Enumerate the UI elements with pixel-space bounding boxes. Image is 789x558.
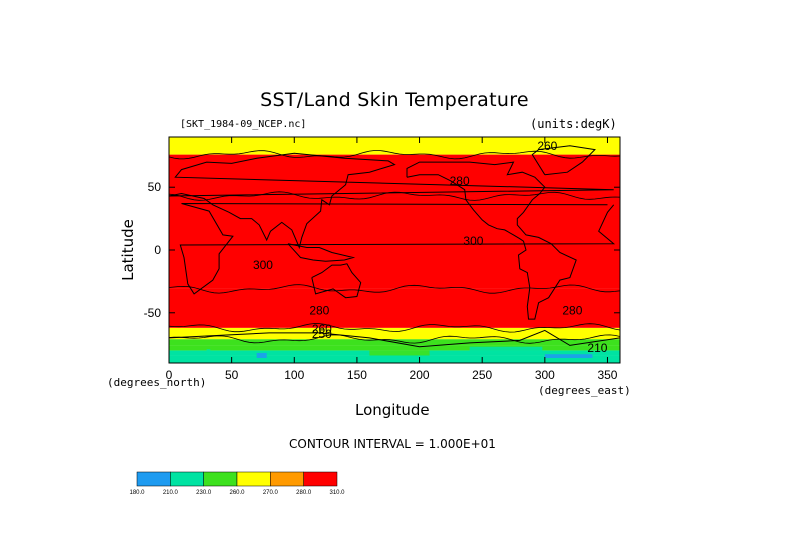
contour-line [169, 150, 620, 160]
colorbar-tick-label: 230.0 [196, 490, 212, 496]
colorbar-bin [270, 471, 304, 487]
colorbar-tick-label: 310.0 [329, 490, 345, 496]
contour-label: 300 [463, 234, 483, 248]
units-label: (units:degK) [530, 117, 617, 131]
contour-line [169, 323, 620, 333]
colorbar-tick-label: 280.0 [296, 490, 312, 496]
temperature-band [169, 154, 620, 197]
colorbar-tick-label: 270.0 [263, 490, 279, 496]
x-tick-label: 50 [225, 368, 239, 382]
x-tick-label: 200 [410, 368, 430, 382]
y-tick-label: 50 [148, 180, 162, 194]
contour-label: 210 [587, 341, 607, 355]
x-axis-label: Longitude [355, 401, 430, 419]
temperature-band [169, 355, 620, 363]
contour-label: 250 [312, 327, 332, 341]
colorbar-bin [203, 471, 238, 487]
colorbar-bin [303, 471, 338, 487]
temperature-band [169, 327, 620, 340]
contour-label: 280 [309, 303, 329, 317]
temperature-patch [206, 349, 211, 355]
temperature-band [169, 137, 620, 155]
y-axis-label: Latitude [119, 219, 137, 281]
x-axis-unit: (degrees_east) [538, 384, 631, 397]
colorbar-bin [170, 471, 204, 487]
x-tick-label: 250 [472, 368, 492, 382]
temperature-patch [469, 346, 543, 353]
contour-line [169, 284, 620, 294]
x-tick-label: 100 [284, 368, 304, 382]
y-tick-label: 0 [154, 243, 161, 257]
europe-asia-coastline [169, 152, 614, 250]
temperature-band [169, 288, 620, 328]
x-tick-label: 150 [347, 368, 367, 382]
australia-coastline [311, 263, 362, 299]
contour-label: 280 [562, 303, 582, 317]
contour-label: 260 [312, 322, 332, 336]
contour-label: 280 [450, 174, 470, 188]
y-axis-unit: (degrees_north) [107, 376, 207, 389]
contour-line [169, 191, 620, 201]
x-tick-label: 350 [597, 368, 617, 382]
temperature-patch [256, 352, 267, 358]
antarctica-coastline [169, 329, 620, 348]
greenland-coastline [531, 145, 596, 176]
colorbar-tick-label: 260.0 [229, 490, 245, 496]
contour-line [169, 334, 620, 344]
file-label: [SKT_1984-09_NCEP.nc] [180, 119, 307, 130]
colorbar-tick-label: 180.0 [129, 490, 145, 496]
colorbar-tick-label: 210.0 [163, 490, 179, 496]
chart-title: SST/Land Skin Temperature [260, 89, 529, 111]
contour-label: 300 [253, 258, 273, 272]
x-tick-label: 0 [166, 368, 173, 382]
y-tick-label: -50 [144, 306, 162, 320]
temperature-patch [369, 350, 430, 356]
colorbar-bin [136, 471, 171, 487]
contour-interval-text: CONTOUR INTERVAL = 1.000E+01 [289, 437, 496, 451]
temperature-patch [544, 354, 593, 358]
americas-coastline [406, 161, 577, 320]
africa-coastline [179, 203, 616, 295]
temperature-band [169, 196, 620, 289]
x-tick-label: 300 [535, 368, 555, 382]
maritime-continent-coastline [287, 243, 356, 262]
temperature-band [169, 345, 620, 351]
colorbar-bin [236, 471, 271, 487]
contour-label: 260 [537, 139, 557, 153]
